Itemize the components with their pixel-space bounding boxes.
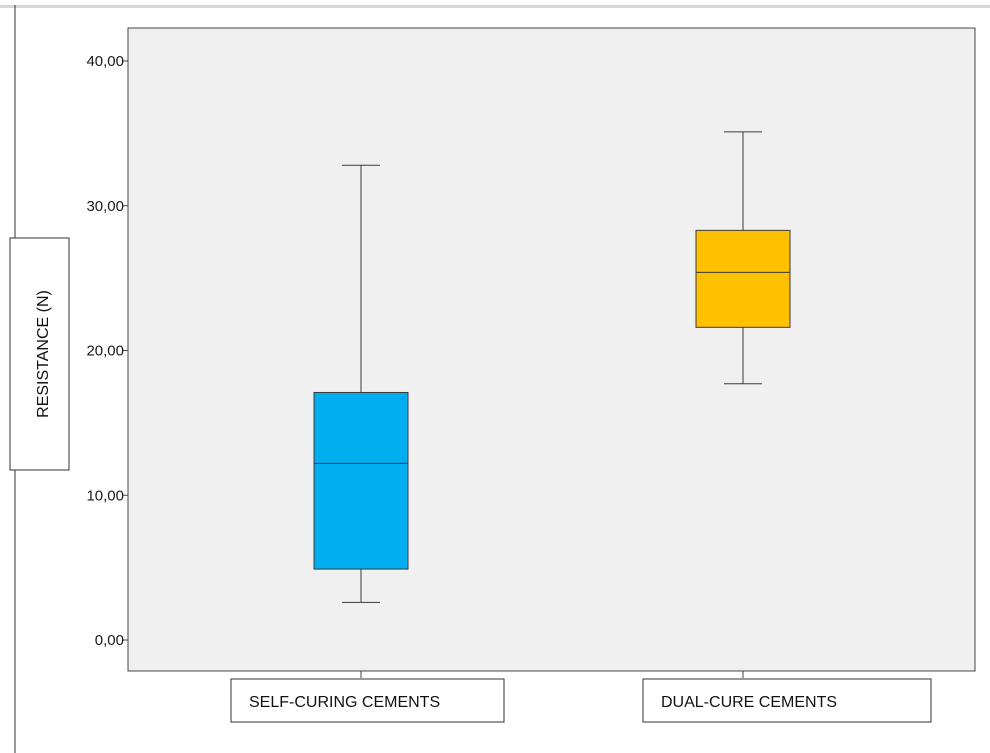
y-tick-label: 20,00	[86, 343, 124, 360]
y-tick-label: 10,00	[86, 487, 124, 504]
y-axis-label-box: RESISTANCE (N)	[9, 237, 70, 471]
x-category-label: DUAL-CURE CEMENTS	[661, 694, 837, 711]
top-frame-line	[0, 5, 990, 8]
iqr-box	[313, 391, 409, 570]
x-category-label-box	[230, 678, 505, 723]
x-category-label-box	[642, 678, 932, 723]
iqr-box	[695, 229, 791, 328]
x-category-label: SELF-CURING CEMENTS	[249, 694, 440, 711]
plot-area	[127, 27, 976, 672]
y-axis-label: RESISTANCE (N)	[35, 290, 52, 418]
y-tick-label: 0,00	[95, 632, 124, 649]
y-axis: 0,00 10,00 20,00 30,00 40,00	[86, 53, 128, 649]
y-tick-label: 30,00	[86, 198, 124, 215]
box-group	[313, 131, 791, 603]
y-tick-label: 40,00	[86, 53, 124, 70]
x-axis: SELF-CURING CEMENTS DUAL-CURE CEMENTS	[230, 671, 932, 723]
